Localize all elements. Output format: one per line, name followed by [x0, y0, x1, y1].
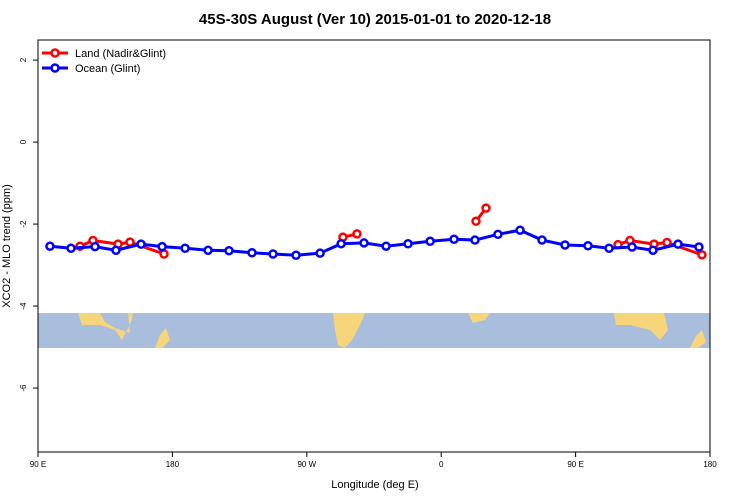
point: [291, 250, 301, 260]
point: [247, 248, 257, 258]
point: [381, 241, 391, 251]
legend-marker: [50, 48, 60, 58]
point: [449, 234, 459, 244]
map-strip: [38, 313, 710, 348]
point: [66, 243, 76, 254]
point: [125, 237, 135, 247]
point: [45, 241, 55, 251]
point: [583, 241, 593, 251]
point: [694, 242, 704, 252]
legend-marker: [50, 63, 60, 73]
series-line: [49, 228, 700, 257]
point: [90, 241, 100, 252]
point: [470, 235, 480, 245]
point: [157, 241, 167, 252]
y-tick-label: 2: [19, 57, 28, 62]
point: [180, 243, 190, 254]
point: [648, 245, 658, 256]
point: [560, 240, 570, 250]
point: [352, 229, 362, 239]
x-tick-label: 90 E: [567, 460, 583, 469]
point: [159, 249, 169, 259]
point: [136, 239, 146, 249]
point: [471, 216, 481, 226]
point: [359, 238, 369, 248]
x-tick-label: 180: [703, 460, 717, 469]
y-tick-label: -4: [19, 302, 28, 310]
x-tick-label: 180: [166, 460, 180, 469]
point: [481, 203, 491, 213]
point: [224, 245, 234, 256]
point: [537, 235, 547, 245]
point: [425, 236, 435, 247]
y-tick-label: 0: [19, 139, 28, 144]
point: [604, 243, 614, 254]
y-axis-label: XCO2 - MLO trend (ppm): [1, 184, 13, 307]
point: [268, 249, 278, 259]
plot-frame: [37, 39, 711, 453]
y-tick-label: -2: [19, 220, 28, 228]
point: [336, 238, 346, 249]
x-tick-label: 90 W: [297, 460, 316, 469]
point: [403, 238, 413, 249]
x-tick-label: 90 E: [30, 460, 46, 469]
legend-label: Ocean (Glint): [75, 63, 140, 75]
point: [697, 250, 707, 260]
point: [203, 245, 213, 256]
x-tick-label: 0: [439, 460, 444, 469]
point: [627, 242, 637, 252]
point: [315, 248, 325, 258]
x-axis-label: Longitude (deg E): [331, 479, 418, 491]
point: [673, 239, 683, 249]
point: [493, 229, 503, 240]
y-tick-label: -6: [19, 384, 28, 392]
point: [111, 245, 121, 256]
chart-title: 45S-30S August (Ver 10) 2015-01-01 to 20…: [199, 11, 551, 28]
legend-label: Land (Nadir&Glint): [75, 48, 166, 60]
point: [515, 225, 525, 235]
